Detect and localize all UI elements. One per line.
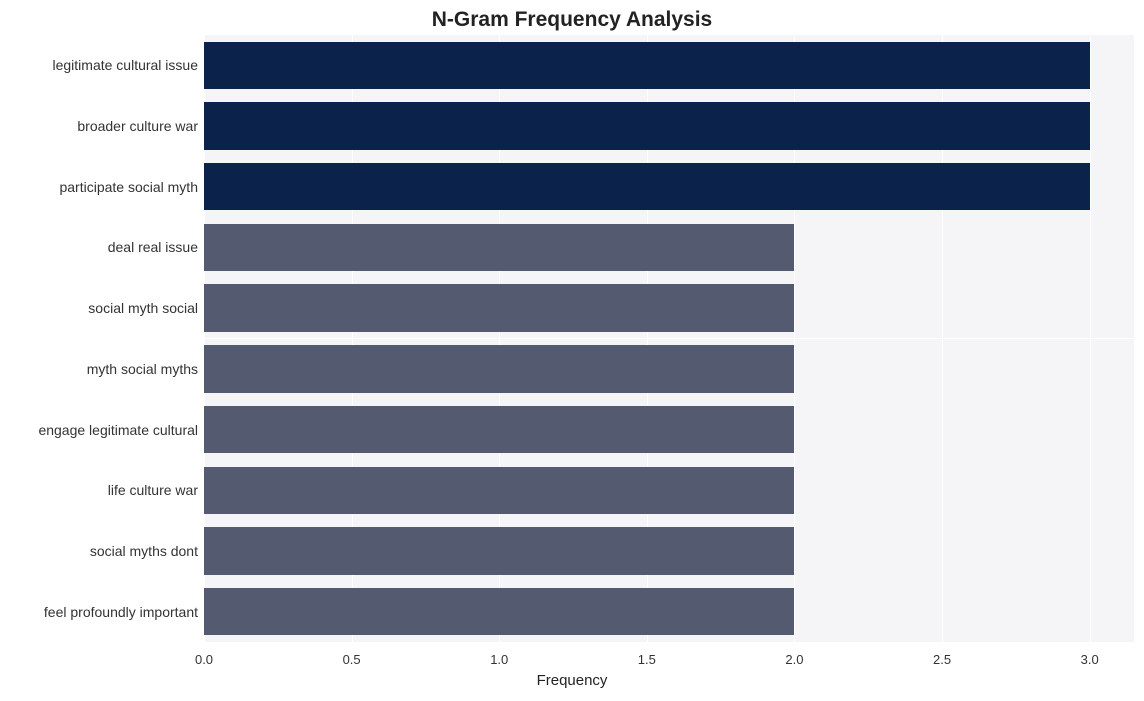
- x-axis-label: Frequency: [0, 672, 1144, 689]
- y-tick-label: social myths dont: [90, 543, 198, 559]
- bar: [204, 102, 1090, 149]
- bar: [204, 224, 794, 271]
- y-tick-label: myth social myths: [87, 361, 198, 377]
- bar: [204, 588, 794, 635]
- y-tick-label: broader culture war: [77, 118, 198, 134]
- gridline: [1090, 35, 1091, 642]
- x-tick-label: 1.5: [638, 652, 656, 667]
- bar: [204, 284, 794, 331]
- y-tick-label: legitimate cultural issue: [52, 57, 198, 73]
- ngram-frequency-chart: N-Gram Frequency Analysis Frequency legi…: [0, 0, 1144, 701]
- x-tick-label: 0.0: [195, 652, 213, 667]
- bar: [204, 527, 794, 574]
- bar: [204, 42, 1090, 89]
- y-tick-label: participate social myth: [59, 179, 198, 195]
- y-tick-label: social myth social: [88, 300, 198, 316]
- x-tick-label: 0.5: [343, 652, 361, 667]
- bar: [204, 345, 794, 392]
- y-tick-label: feel profoundly important: [44, 604, 198, 620]
- x-tick-label: 2.0: [785, 652, 803, 667]
- bar: [204, 406, 794, 453]
- x-tick-label: 3.0: [1081, 652, 1099, 667]
- y-tick-label: engage legitimate cultural: [38, 422, 198, 438]
- bar: [204, 467, 794, 514]
- x-tick-label: 1.0: [490, 652, 508, 667]
- bar: [204, 163, 1090, 210]
- y-tick-label: life culture war: [108, 482, 198, 498]
- plot-area: [204, 35, 1134, 642]
- y-tick-label: deal real issue: [108, 239, 198, 255]
- chart-title: N-Gram Frequency Analysis: [0, 8, 1144, 32]
- x-tick-label: 2.5: [933, 652, 951, 667]
